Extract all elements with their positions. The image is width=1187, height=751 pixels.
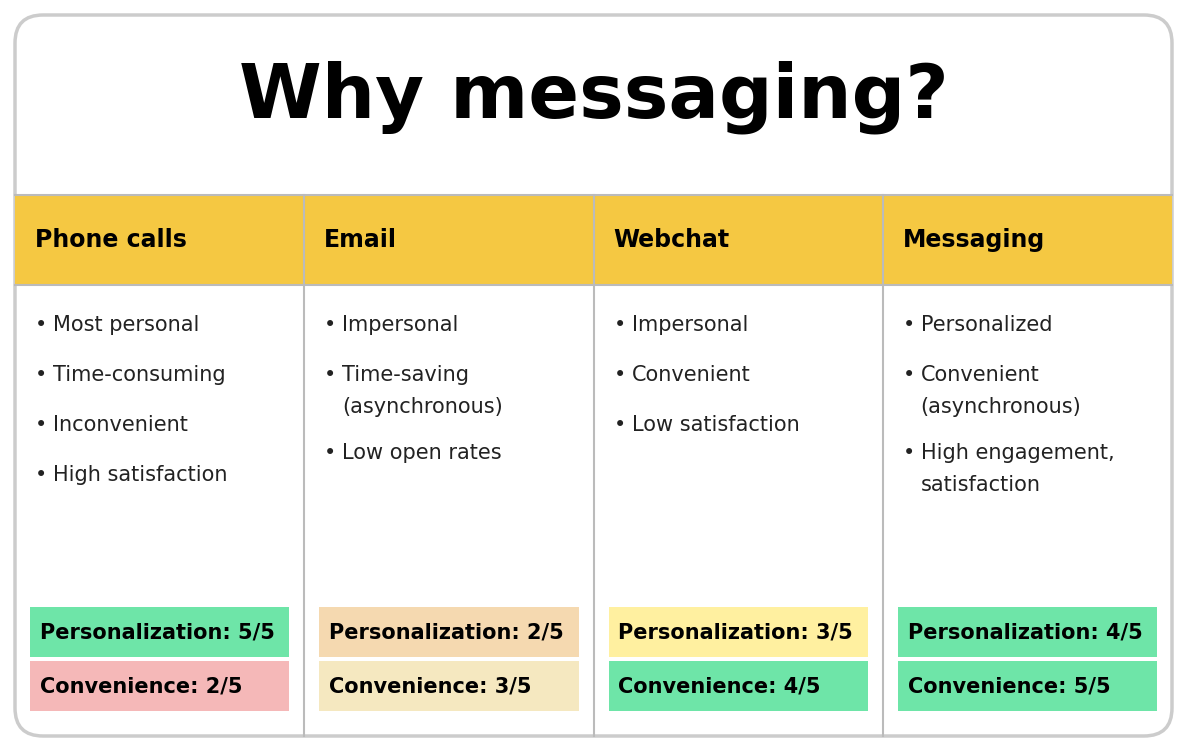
Text: Most personal: Most personal [53,315,199,335]
FancyBboxPatch shape [15,15,1172,736]
Text: Email: Email [324,228,398,252]
Text: Impersonal: Impersonal [631,315,748,335]
Text: Inconvenient: Inconvenient [53,415,188,435]
Text: Personalization: 3/5: Personalization: 3/5 [618,622,853,642]
Text: •: • [34,315,47,335]
Text: •: • [903,365,915,385]
Text: Low open rates: Low open rates [342,443,502,463]
Text: satisfaction: satisfaction [921,475,1041,495]
Text: •: • [614,415,626,435]
Text: •: • [903,315,915,335]
Bar [319,607,578,657]
Text: •: • [34,465,47,485]
Text: Convenient: Convenient [921,365,1040,385]
Text: Convenience: 3/5: Convenience: 3/5 [329,676,532,696]
Text: Convenience: 4/5: Convenience: 4/5 [618,676,821,696]
Text: High engagement,: High engagement, [921,443,1115,463]
Bar [15,195,1172,285]
Text: •: • [614,365,626,385]
Bar [897,661,1157,711]
Text: Convenient: Convenient [631,365,750,385]
Text: Low satisfaction: Low satisfaction [631,415,799,435]
Text: Webchat: Webchat [614,228,730,252]
Text: •: • [324,365,336,385]
Bar [609,661,868,711]
Text: (asynchronous): (asynchronous) [921,397,1081,417]
Text: Personalization: 2/5: Personalization: 2/5 [329,622,564,642]
Text: (asynchronous): (asynchronous) [342,397,503,417]
Text: Personalized: Personalized [921,315,1052,335]
Text: Phone calls: Phone calls [34,228,186,252]
Text: Convenience: 5/5: Convenience: 5/5 [908,676,1110,696]
Text: •: • [34,365,47,385]
Text: Messaging: Messaging [903,228,1045,252]
Text: Personalization: 5/5: Personalization: 5/5 [40,622,275,642]
Text: •: • [903,443,915,463]
Text: Why messaging?: Why messaging? [239,61,948,134]
Text: High satisfaction: High satisfaction [53,465,228,485]
Text: •: • [324,315,336,335]
Bar [897,607,1157,657]
Text: Impersonal: Impersonal [342,315,458,335]
Bar [30,607,290,657]
Text: Convenience: 2/5: Convenience: 2/5 [40,676,242,696]
Bar [609,607,868,657]
Bar [319,661,578,711]
Text: •: • [324,443,336,463]
Text: Time-saving: Time-saving [342,365,469,385]
Text: Time-consuming: Time-consuming [53,365,226,385]
Text: Personalization: 4/5: Personalization: 4/5 [908,622,1143,642]
Text: •: • [34,415,47,435]
Text: •: • [614,315,626,335]
Bar [30,661,290,711]
